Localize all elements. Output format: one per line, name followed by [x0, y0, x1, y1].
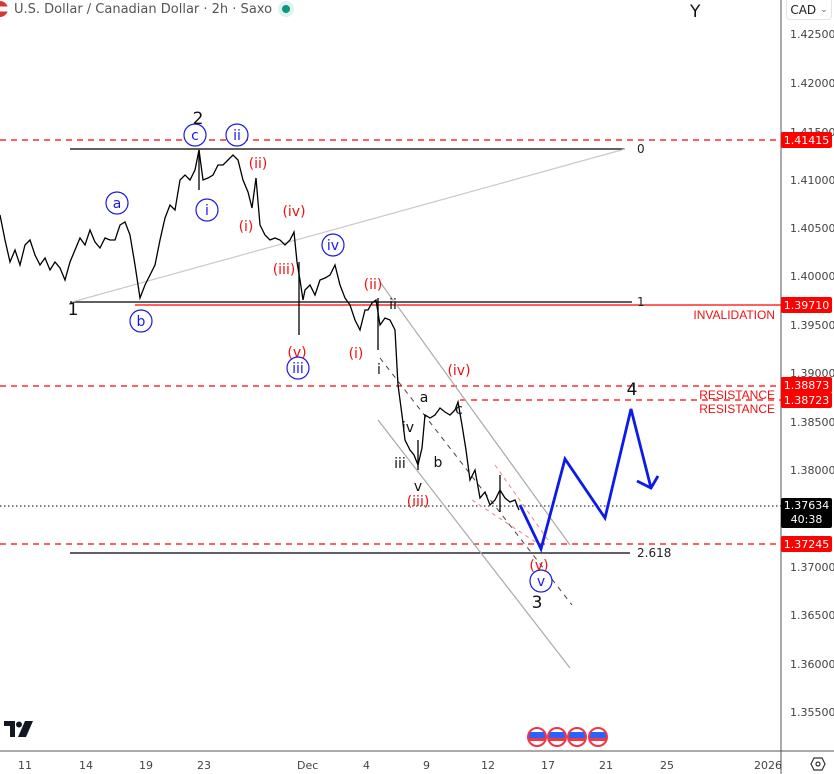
us-event-flag-icon[interactable] — [567, 727, 587, 747]
us-event-flag-icon[interactable] — [547, 727, 567, 747]
black-wave-labels: 2 1 3 4 ii i c a iv iii b v — [68, 109, 638, 613]
svg-text:v: v — [537, 574, 545, 590]
last-price-tag: 1.37634 40:38 — [781, 498, 832, 528]
chart-header: U.S. Dollar / Canadian Dollar · 2h · Sax… — [0, 0, 295, 18]
svg-text:b: b — [434, 455, 443, 471]
price-tick: 1.36500 — [790, 609, 834, 622]
currency-selector[interactable]: CAD ⌄ — [786, 0, 832, 20]
currency-label: CAD — [790, 2, 817, 17]
time-tick: 4 — [363, 759, 370, 772]
svg-text:c: c — [191, 128, 199, 144]
wave-label-a: a — [113, 196, 122, 212]
svg-text:4: 4 — [627, 380, 638, 400]
time-tick: 2026 — [754, 759, 782, 772]
time-tick: 9 — [423, 759, 430, 772]
svg-text:i: i — [205, 203, 209, 219]
svg-text:(iii): (iii) — [407, 494, 430, 510]
time-tick: 17 — [541, 759, 555, 772]
fib-2618-label: 2.618 — [637, 546, 671, 560]
svg-text:iii: iii — [292, 361, 304, 377]
svg-text:(i): (i) — [349, 346, 364, 362]
svg-text:ii: ii — [389, 297, 397, 313]
fib-labels: 0 1 2.618 — [637, 142, 671, 560]
price-tag-141415: 1.41415 — [781, 132, 832, 148]
price-tick: 1.36000 — [790, 658, 834, 671]
price-tick: 1.40000 — [790, 270, 834, 283]
price-tag-invalidation: 1.39710 — [781, 297, 832, 313]
svg-text:3: 3 — [532, 593, 543, 613]
projection-path — [518, 408, 653, 554]
svg-text:i: i — [377, 362, 381, 378]
symbol-title[interactable]: U.S. Dollar / Canadian Dollar · 2h · Sax… — [14, 1, 273, 17]
svg-text:ii: ii — [233, 128, 241, 144]
fib-1-label: 1 — [637, 295, 645, 309]
price-tag-resistance-1: 1.38873 — [781, 377, 832, 393]
svg-text:iii: iii — [394, 456, 406, 472]
time-tick: 21 — [599, 759, 613, 772]
time-tick: 19 — [139, 759, 153, 772]
svg-text:INVALIDATION: INVALIDATION — [693, 308, 775, 322]
svg-text:iv: iv — [402, 420, 414, 436]
svg-text:1: 1 — [68, 300, 79, 320]
price-series — [0, 149, 520, 511]
trendline — [71, 148, 626, 303]
bar-countdown: 40:38 — [790, 513, 823, 526]
level-labels: INVALIDATION RESISTANCE RESISTANCE — [693, 308, 775, 416]
wedge-lower — [471, 499, 541, 546]
usd-cad-flag-icon — [0, 1, 8, 17]
svg-text:2: 2 — [193, 109, 204, 129]
wedge-upper — [494, 464, 549, 541]
svg-text:c: c — [455, 402, 463, 418]
price-tick: 1.42500 — [790, 28, 834, 41]
svg-text:iv: iv — [327, 238, 339, 254]
svg-text:(iv): (iv) — [447, 363, 470, 379]
price-tick: 1.41000 — [790, 174, 834, 187]
price-tick: 1.38500 — [790, 416, 834, 429]
price-tick: 1.42000 — [790, 77, 834, 90]
svg-text:RESISTANCE: RESISTANCE — [699, 402, 775, 416]
svg-text:(iii): (iii) — [273, 262, 296, 278]
svg-text:(ii): (ii) — [364, 277, 383, 293]
projection-arrowhead-icon — [636, 475, 660, 490]
svg-text:(iv): (iv) — [282, 204, 305, 220]
chevron-down-icon: ⌄ — [820, 4, 828, 15]
channel-mid — [379, 357, 573, 606]
blue-wave-labels: a b c i ii iii iv v — [105, 123, 553, 593]
us-event-flag-icon[interactable] — [527, 727, 547, 747]
price-tick: 1.38000 — [790, 464, 834, 477]
svg-text:b: b — [137, 314, 146, 330]
fib-0-label: 0 — [637, 142, 645, 156]
price-tick: 1.35500 — [790, 706, 834, 719]
us-event-flag-icon[interactable] — [588, 727, 608, 747]
market-open-status-icon — [278, 1, 295, 17]
time-tick: 12 — [481, 759, 495, 772]
time-tick: Dec — [297, 759, 319, 772]
svg-text:(ii): (ii) — [249, 156, 268, 172]
price-tick: 1.39500 — [790, 319, 834, 332]
time-tick: 11 — [18, 759, 32, 772]
red-wave-labels: (ii) (i) (iv) (iii) (v) (ii) (i) (iv) (i… — [239, 156, 549, 574]
time-tick: 25 — [660, 759, 674, 772]
time-tick: 14 — [79, 759, 93, 772]
svg-text:(v): (v) — [529, 558, 548, 574]
channel-lower — [377, 419, 571, 669]
channel-upper — [379, 281, 571, 546]
svg-text:RESISTANCE: RESISTANCE — [699, 388, 775, 402]
price-tag-resistance-2: 1.38723 — [781, 392, 832, 408]
last-price-value: 1.37634 — [783, 499, 830, 512]
svg-text:(v): (v) — [287, 345, 306, 361]
svg-text:v: v — [414, 479, 422, 495]
time-tick: 23 — [197, 759, 211, 772]
price-tick: 1.40500 — [790, 222, 834, 235]
settings-icon[interactable] — [810, 757, 826, 771]
price-tick: 1.37000 — [790, 561, 834, 574]
svg-text:a: a — [420, 390, 429, 406]
price-tag-137245: 1.37245 — [781, 536, 832, 552]
tradingview-logo-icon[interactable] — [4, 721, 34, 737]
svg-text:(i): (i) — [239, 219, 254, 235]
corner-label: Y — [690, 2, 701, 22]
price-tick: 1.39000 — [790, 367, 834, 380]
